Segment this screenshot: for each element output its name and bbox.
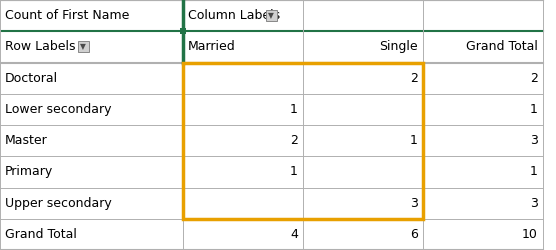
Text: Grand Total: Grand Total — [466, 40, 538, 54]
Text: 2: 2 — [290, 134, 298, 147]
Text: Primary: Primary — [5, 166, 53, 178]
Text: ▼: ▼ — [80, 42, 86, 51]
Bar — [77, 41, 88, 52]
Text: 6: 6 — [410, 228, 418, 241]
Text: Row Labels: Row Labels — [5, 40, 76, 54]
Text: Doctoral: Doctoral — [5, 72, 58, 85]
Text: Column Labels: Column Labels — [188, 9, 280, 22]
Text: 3: 3 — [410, 196, 418, 209]
Text: 4: 4 — [290, 228, 298, 241]
Text: 1: 1 — [530, 166, 538, 178]
Text: 2: 2 — [410, 72, 418, 85]
Text: Lower secondary: Lower secondary — [5, 103, 112, 116]
Text: 2: 2 — [530, 72, 538, 85]
Text: Count of First Name: Count of First Name — [5, 9, 130, 22]
Text: 3: 3 — [530, 134, 538, 147]
Bar — [180, 28, 186, 34]
Text: Master: Master — [5, 134, 48, 147]
Bar — [266, 10, 276, 21]
Text: 1: 1 — [290, 103, 298, 116]
Text: Upper secondary: Upper secondary — [5, 196, 112, 209]
Text: 10: 10 — [522, 228, 538, 241]
Text: 1: 1 — [410, 134, 418, 147]
Text: 3: 3 — [530, 196, 538, 209]
Text: Married: Married — [188, 40, 236, 54]
Text: ▼: ▼ — [268, 11, 274, 20]
Text: Single: Single — [379, 40, 418, 54]
Text: 1: 1 — [290, 166, 298, 178]
Bar — [183, 62, 423, 219]
Text: Grand Total: Grand Total — [5, 228, 77, 241]
Text: 1: 1 — [530, 103, 538, 116]
